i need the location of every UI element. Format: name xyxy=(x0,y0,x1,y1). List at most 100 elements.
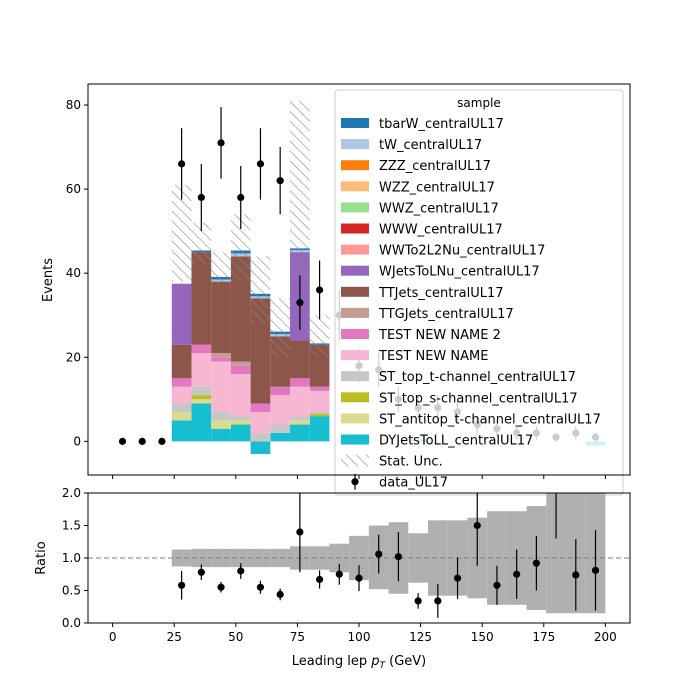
main-x-ticks xyxy=(112,475,606,479)
main-y-ticks: 0 20 40 60 80 xyxy=(66,98,88,448)
bar-segment xyxy=(270,386,291,396)
bar-segment xyxy=(171,283,192,345)
x-axis-label-units: (GeV) xyxy=(385,654,426,669)
ratio-point xyxy=(178,581,186,589)
ratio-point xyxy=(513,570,521,578)
legend-label: ST_top_s-channel_centralUL17 xyxy=(379,391,578,406)
legend-swatch xyxy=(341,223,369,234)
ratio-point xyxy=(335,570,343,578)
stat-unc-box xyxy=(290,100,310,282)
legend-swatch xyxy=(341,139,369,150)
x-axis-label: Leading lep pT (GeV) xyxy=(292,654,426,671)
bar-segment xyxy=(211,357,231,362)
bar-segment xyxy=(290,420,310,425)
ratio-point xyxy=(197,568,205,576)
legend-swatch xyxy=(341,181,369,192)
data-point xyxy=(315,286,324,294)
legend-label: DYJetsToLL_centralUL17 xyxy=(379,434,533,449)
data-point xyxy=(237,193,245,202)
bar-segment xyxy=(191,399,212,404)
ratio-band-bin xyxy=(546,493,566,614)
main-y-tick-label: 80 xyxy=(66,98,81,112)
data-point xyxy=(296,299,304,307)
data-point xyxy=(256,160,265,168)
legend-label: TTGJets_centralUL17 xyxy=(378,307,514,322)
stat-unc-box xyxy=(309,315,330,358)
ratio-x-tick-label: 50 xyxy=(228,630,243,644)
legend-title: sample xyxy=(457,96,501,110)
bar-segment xyxy=(250,411,271,433)
ratio-point xyxy=(591,566,600,574)
ratio-point xyxy=(237,567,245,575)
bar-segment xyxy=(211,420,231,429)
ratio-point xyxy=(572,571,580,579)
ratio-x-tick-label: 75 xyxy=(290,630,305,644)
ratio-point xyxy=(493,581,501,589)
bar-segment xyxy=(191,403,212,442)
stat-unc-box xyxy=(171,184,192,282)
legend: sample tbarW_centralUL17 tW_centralUL17 ZZZ… xyxy=(334,89,624,496)
legend-label: tbarW_centralUL17 xyxy=(379,117,504,132)
legend-label: data_UL17 xyxy=(379,476,448,491)
bar-segment xyxy=(309,386,330,391)
bar-segment xyxy=(309,411,330,415)
ratio-point xyxy=(473,521,481,530)
legend-swatch xyxy=(341,413,369,424)
bar-segment xyxy=(230,361,251,366)
bar-segment xyxy=(290,424,310,442)
bar-segment xyxy=(309,390,330,412)
legend-swatch xyxy=(341,244,369,255)
ratio-point xyxy=(414,597,422,605)
legend-label: WJetsToLNu_centralUL17 xyxy=(379,265,540,280)
ratio-point xyxy=(434,597,442,605)
ratio-band-bin xyxy=(427,520,448,596)
legend-swatch-stat-unc xyxy=(341,454,369,467)
ratio-x-ticks: 0 25 50 75 100 125 150 175 200 xyxy=(109,623,617,644)
data-point xyxy=(197,193,205,202)
legend-label: WWW_centralUL17 xyxy=(379,223,503,238)
ratio-x-tick-label: 200 xyxy=(594,630,617,644)
legend-label: TEST NEW NAME 2 xyxy=(378,328,501,343)
main-y-tick-label: 40 xyxy=(66,266,81,280)
bar-segment xyxy=(230,256,251,362)
legend-swatch xyxy=(341,286,369,297)
data-point xyxy=(118,437,127,445)
bar-segment xyxy=(309,416,330,442)
ratio-point xyxy=(315,575,324,584)
bar-segment xyxy=(270,424,291,433)
bar-segment xyxy=(270,395,291,425)
legend-swatch xyxy=(341,265,369,276)
bar-segment xyxy=(211,411,231,421)
ratio-point xyxy=(532,559,540,567)
stat-unc-box xyxy=(250,256,271,324)
ratio-y-axis-label: Ratio xyxy=(34,541,49,574)
legend-box xyxy=(334,89,624,496)
ratio-y-tick-label: 1.5 xyxy=(62,519,81,533)
ratio-y-tick-label: 0.5 xyxy=(62,584,81,598)
bar-segment xyxy=(290,386,310,417)
legend-label: tW_centralUL17 xyxy=(379,138,482,153)
bar-segment xyxy=(250,432,271,442)
legend-swatch xyxy=(341,160,369,171)
ratio-x-tick-label: 125 xyxy=(409,630,432,644)
bar-segment xyxy=(250,441,271,454)
legend-label: WWZ_centralUL17 xyxy=(379,201,499,216)
stat-unc-box xyxy=(270,298,291,358)
ratio-y-tick-label: 0.0 xyxy=(62,616,81,630)
legend-data-marker xyxy=(351,478,359,486)
legend-swatch xyxy=(341,118,369,128)
bar-segment xyxy=(171,403,192,412)
bar-segment xyxy=(211,428,231,442)
bar-segment xyxy=(191,353,212,387)
ratio-band-bin xyxy=(349,535,369,581)
ratio-y-tick-label: 2.0 xyxy=(62,486,81,500)
bar-segment xyxy=(230,365,251,375)
bar-segment xyxy=(191,344,212,354)
data-point xyxy=(138,437,146,445)
legend-label: TTJets_centralUL17 xyxy=(378,286,504,301)
legend-swatch xyxy=(341,202,369,213)
main-y-tick-label: 0 xyxy=(73,434,81,448)
bar-segment xyxy=(290,416,310,421)
ratio-y-tick-label: 1.0 xyxy=(62,551,81,565)
